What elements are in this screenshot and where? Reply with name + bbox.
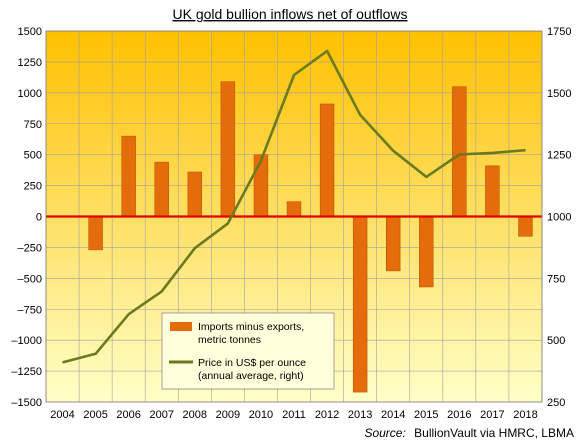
- bar-2016: [452, 86, 467, 217]
- source-note: Source: BullionVault via HMRC, LBMA: [364, 426, 574, 440]
- y-left-tick-label: –500: [18, 273, 42, 285]
- axes: 1500 1250 1000 750 500 250 0 –250 –500 –750 –1000 –…: [11, 26, 571, 421]
- plot-frame: [45, 30, 543, 403]
- x-tick-label: 2011: [282, 409, 306, 421]
- x-tick-label: 2007: [149, 409, 173, 421]
- y-left-tick-label: 1250: [18, 57, 42, 69]
- x-tick-label: 2012: [315, 409, 339, 421]
- svg-text:Source: BullionVault via: Source: BullionVault via HMRC, LBMA: [364, 426, 574, 440]
- bar-2017: [485, 165, 500, 217]
- x-tick-label: 2017: [480, 409, 504, 421]
- bar-series: [88, 81, 533, 393]
- bar-2008: [187, 171, 202, 217]
- source-value: BullionVault via HMRC, LBMA: [414, 426, 574, 440]
- chart-title: UK gold bullion inflows net of outflows: [172, 6, 407, 22]
- bar-2013: [352, 216, 368, 393]
- x-tick-label: 2014: [381, 409, 405, 421]
- bar-2014: [386, 216, 401, 272]
- bar-2018: [518, 216, 533, 237]
- legend-bar-swatch: [170, 322, 192, 331]
- x-tick-label: 2009: [216, 409, 240, 421]
- y-right-tick-label: 1000: [547, 212, 571, 224]
- bar-2006: [121, 135, 136, 217]
- y-left-tick-label: –1500: [11, 397, 42, 409]
- y-left-tick-label: –250: [18, 242, 42, 254]
- x-tick-label: 2008: [183, 409, 207, 421]
- y-left-tick-label: –1250: [11, 366, 42, 378]
- y-right-tick-label: 1750: [547, 26, 571, 38]
- x-tick-label: 2016: [447, 409, 471, 421]
- x-tick-label: 2018: [513, 409, 537, 421]
- x-tick-label: 2010: [249, 409, 273, 421]
- y-left-tick-label: 1000: [18, 88, 42, 100]
- x-tick-label: 2006: [116, 409, 140, 421]
- price-line-series: [62, 49, 526, 364]
- y-right-tick-label: 1250: [547, 150, 571, 162]
- bar-2015: [419, 216, 434, 288]
- legend: Imports minus exports,metric tonnes Price…: [161, 312, 335, 390]
- y-left-tick-label: 750: [24, 119, 42, 131]
- y-right-tick-label: 750: [547, 273, 565, 285]
- bar-2005: [88, 216, 103, 251]
- bar-2009: [220, 81, 236, 217]
- x-tick-label: 2015: [414, 409, 438, 421]
- price-line: [62, 49, 526, 364]
- bar-2012: [319, 103, 335, 217]
- legend-bar-label: Imports minus exports,: [198, 321, 304, 333]
- y-right-tick-label: 1500: [547, 88, 571, 100]
- x-tick-label: 2005: [83, 409, 107, 421]
- bar-2007: [154, 161, 169, 217]
- bar-2010: [253, 154, 269, 217]
- x-tick-label: 2013: [348, 409, 372, 421]
- y-left-tick-label: 1500: [18, 26, 42, 38]
- y-left-tick-label: 250: [24, 181, 42, 193]
- legend-bar-label: metric tonnes: [198, 334, 261, 346]
- y-left-tick-label: 500: [24, 150, 42, 162]
- y-left-tick-label: –1000: [11, 335, 42, 347]
- y-left-tick-label: 0: [36, 212, 42, 224]
- bar-2011: [286, 201, 302, 217]
- y-right-tick-label: 500: [547, 335, 565, 347]
- x-tick-label: 2004: [50, 409, 74, 421]
- y-right-tick-label: 250: [547, 397, 565, 409]
- legend-line-label: (annual average, right): [198, 370, 304, 382]
- source-label: Source:: [364, 426, 405, 440]
- legend-line-label: Price in US$ per ounce: [198, 357, 306, 369]
- y-left-tick-label: –750: [18, 304, 42, 316]
